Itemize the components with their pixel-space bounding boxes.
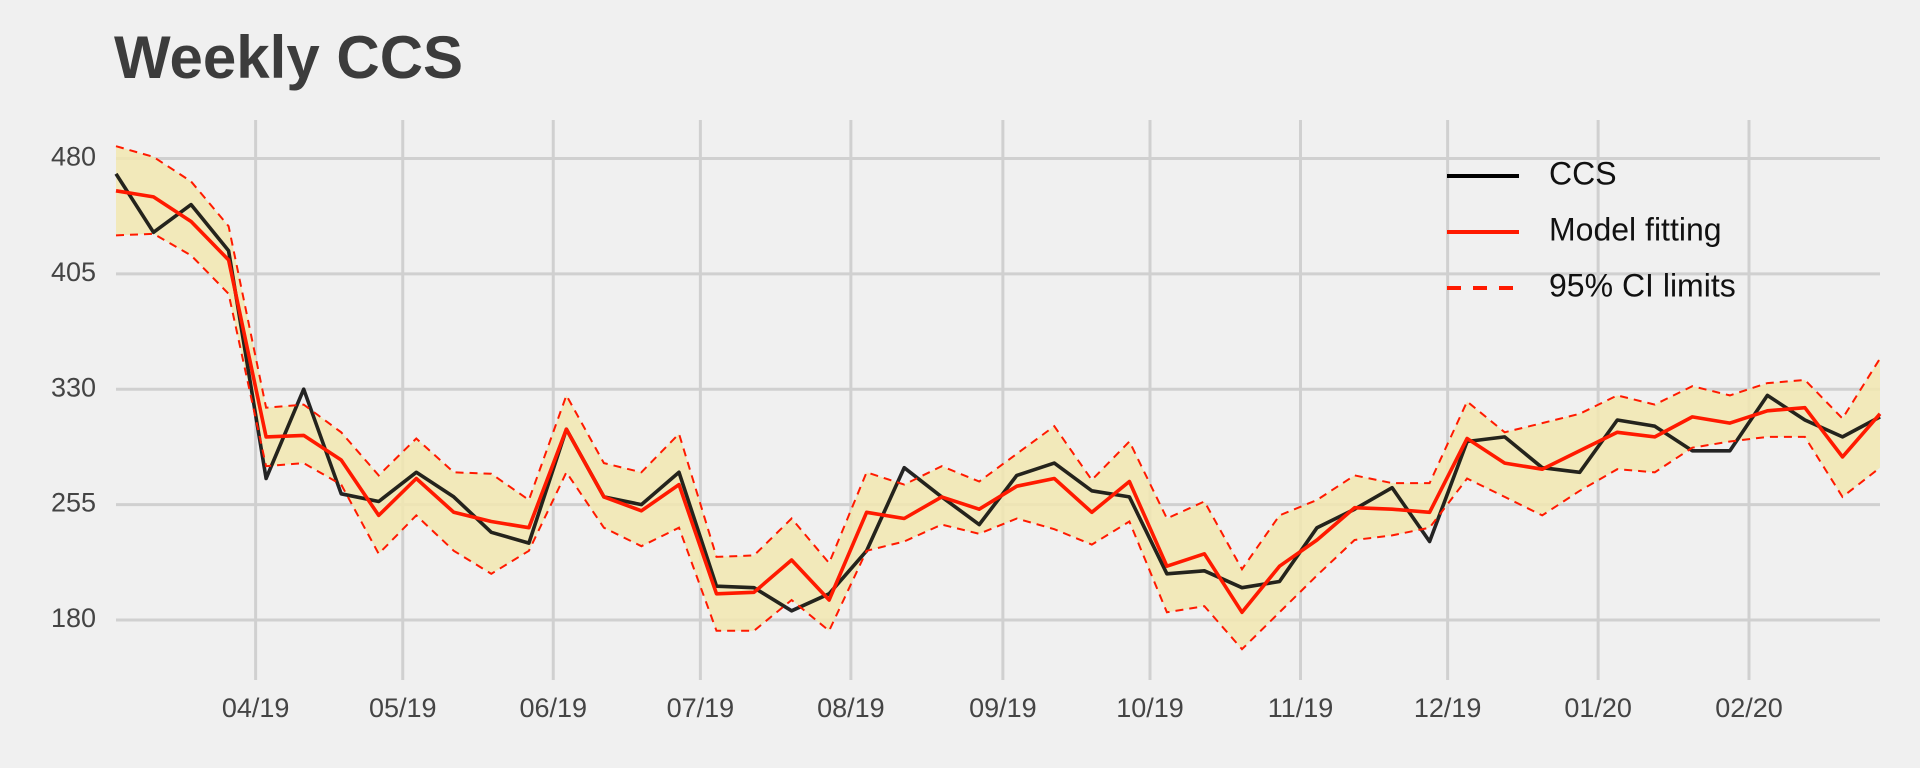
x-tick-label: 02/20 xyxy=(1715,693,1783,723)
x-tick-label: 05/19 xyxy=(369,693,437,723)
y-tick-label: 330 xyxy=(51,372,96,402)
y-tick-label: 255 xyxy=(51,488,96,518)
x-tick-label: 09/19 xyxy=(969,693,1037,723)
x-tick-label: 11/19 xyxy=(1268,693,1334,723)
x-tick-label: 06/19 xyxy=(519,693,587,723)
x-tick-label: 04/19 xyxy=(222,693,290,723)
y-tick-label: 180 xyxy=(51,603,96,633)
x-tick-label: 01/20 xyxy=(1564,693,1632,723)
x-tick-label: 12/19 xyxy=(1414,693,1482,723)
legend-label: Model fitting xyxy=(1549,211,1722,247)
ci-lower-line xyxy=(115,232,1881,651)
x-tick-label: 10/19 xyxy=(1116,693,1184,723)
ci-upper-line xyxy=(115,145,1881,572)
y-tick-label: 405 xyxy=(51,257,96,287)
series-line xyxy=(114,172,1881,613)
y-tick-label: 480 xyxy=(51,142,96,172)
legend-label: 95% CI limits xyxy=(1549,267,1736,303)
x-tick-label: 08/19 xyxy=(817,693,885,723)
x-tick-label: 07/19 xyxy=(667,693,735,723)
legend-label: CCS xyxy=(1549,155,1617,191)
chart-title: Weekly CCS xyxy=(114,24,463,91)
series-line xyxy=(115,189,1882,615)
